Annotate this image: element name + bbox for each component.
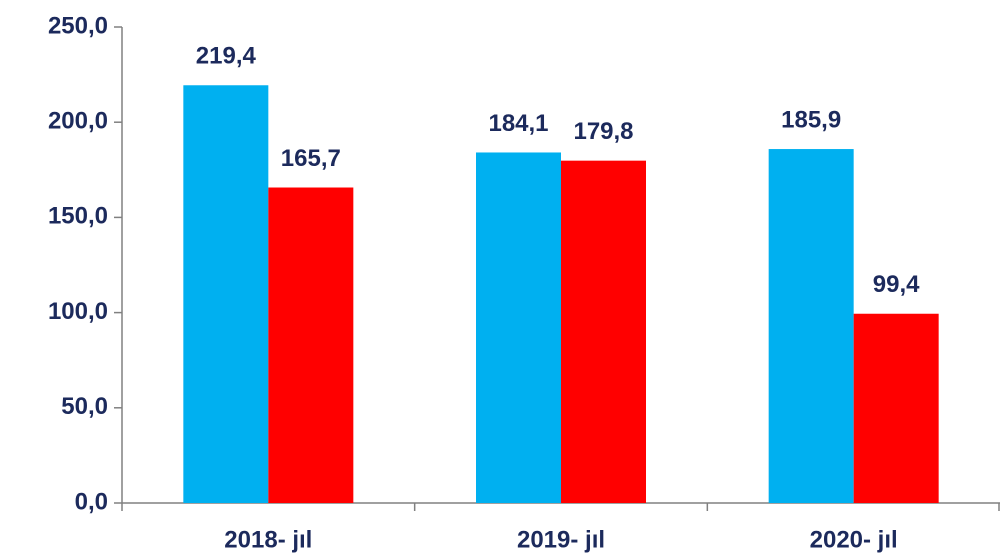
- bar: [561, 160, 646, 503]
- bar: [853, 313, 939, 503]
- y-tick-label: 150,0: [48, 203, 108, 230]
- y-tick-label: 100,0: [48, 298, 108, 325]
- bar: [768, 149, 854, 504]
- y-tick-label: 50,0: [61, 393, 108, 420]
- x-tick-label: 2018- jıl: [224, 526, 312, 553]
- value-label: 99,4: [873, 271, 920, 298]
- value-label: 185,9: [781, 106, 841, 133]
- value-label: 219,4: [196, 43, 257, 70]
- value-label: 165,7: [281, 145, 341, 172]
- bar: [183, 85, 269, 504]
- x-tick-label: 2020- jıl: [810, 526, 898, 553]
- y-tick-label: 200,0: [48, 108, 108, 135]
- value-label: 184,1: [488, 110, 548, 137]
- y-tick-label: 250,0: [48, 12, 108, 39]
- y-tick-label: 0,0: [75, 488, 108, 515]
- x-tick-label: 2019- jıl: [517, 526, 605, 553]
- bar: [476, 152, 561, 503]
- value-label: 179,8: [573, 118, 633, 145]
- bar: [268, 187, 354, 503]
